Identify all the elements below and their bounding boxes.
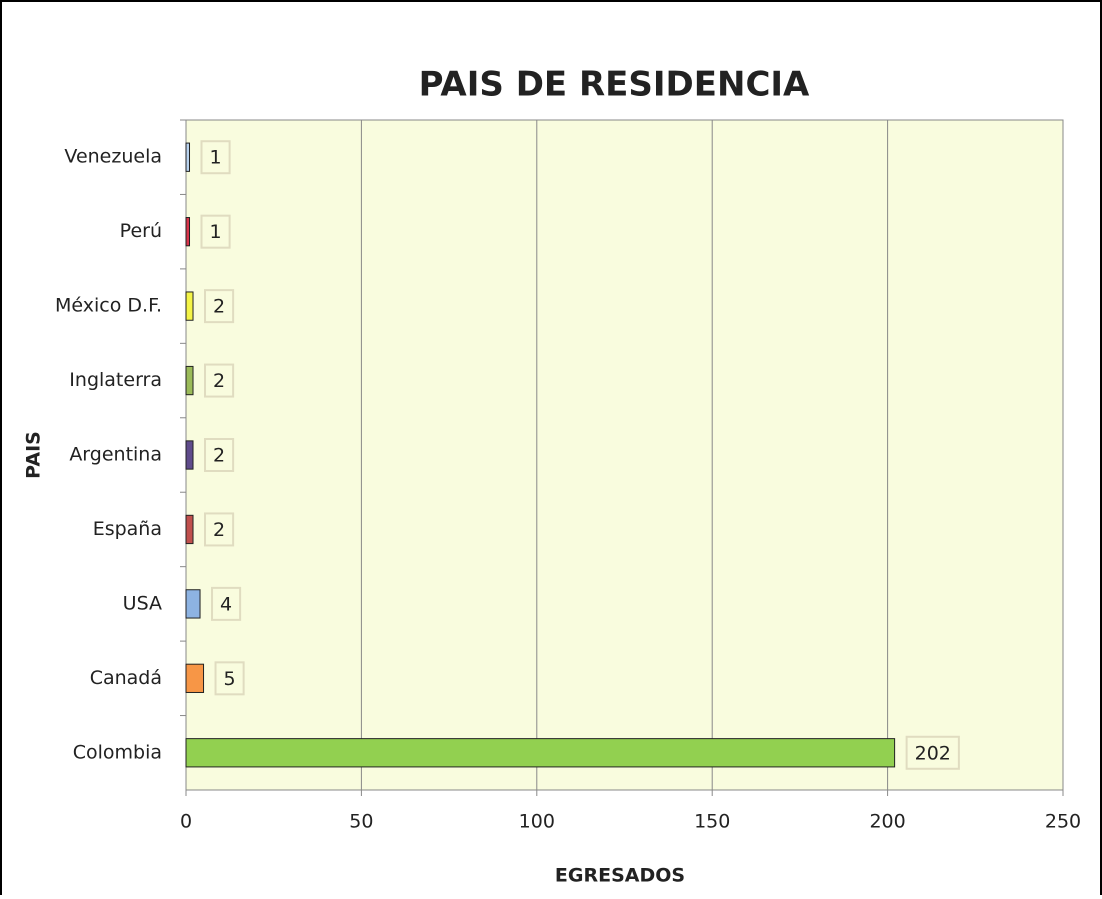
bar <box>185 514 194 545</box>
value-label-box <box>204 438 235 472</box>
x-tick-label: 250 <box>1045 811 1081 833</box>
bar <box>185 738 896 768</box>
plot-area <box>185 119 1064 791</box>
y-tick-label: México D.F. <box>55 295 162 317</box>
value-label: 2 <box>213 519 225 541</box>
value-label: 1 <box>210 147 222 169</box>
bar <box>185 663 205 693</box>
y-tick-label: Venezuela <box>64 146 162 168</box>
value-label: 1 <box>210 221 222 243</box>
x-tick-label: 200 <box>869 811 905 833</box>
y-axis-label: PAIS <box>23 431 45 479</box>
value-label: 5 <box>224 668 236 690</box>
bar <box>185 589 201 619</box>
bar <box>185 217 191 247</box>
y-tick-label: Canadá <box>90 667 162 689</box>
value-label: 2 <box>213 370 225 392</box>
x-axis-label: EGRESADOS <box>555 865 685 887</box>
bar <box>185 291 194 321</box>
y-tick-label: España <box>93 518 162 540</box>
value-label-box <box>200 214 231 249</box>
x-tick-label: 50 <box>349 811 373 833</box>
value-label: 4 <box>220 593 232 615</box>
value-label-box <box>905 735 960 770</box>
x-tick-label: 100 <box>519 811 555 833</box>
bar <box>185 365 194 396</box>
bar <box>185 440 194 470</box>
value-label-box <box>204 289 235 324</box>
x-tick-label: 150 <box>694 811 730 833</box>
value-label: 202 <box>915 742 951 764</box>
y-tick-label: Perú <box>120 220 162 242</box>
value-label-box <box>204 512 235 547</box>
y-tick-label: Inglaterra <box>69 369 162 391</box>
value-label-box <box>211 586 242 621</box>
y-tick-label: Argentina <box>69 444 162 466</box>
x-tick-label: 0 <box>180 811 192 833</box>
chart-title: PAIS DE RESIDENCIA <box>419 65 810 105</box>
value-label-box <box>200 140 231 175</box>
value-label: 2 <box>213 296 225 318</box>
value-label-box <box>204 363 235 398</box>
value-label: 2 <box>213 445 225 467</box>
y-tick-label: Colombia <box>73 741 162 763</box>
bar <box>185 142 191 172</box>
y-tick-label: USA <box>123 592 162 614</box>
value-label-box <box>214 661 245 696</box>
